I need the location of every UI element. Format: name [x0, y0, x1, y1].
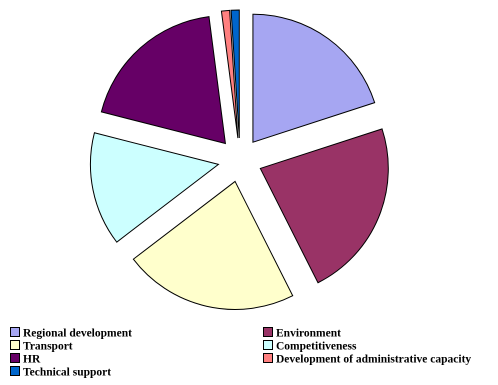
legend-swatch	[10, 366, 20, 377]
legend-swatch	[263, 327, 273, 338]
legend-label: Technical support	[23, 366, 112, 379]
legend-label: Development of administrative capacity	[276, 353, 472, 366]
legend-item-transport: Transport	[10, 339, 73, 353]
legend-label: Transport	[23, 340, 73, 353]
legend-item-hr: HR	[10, 352, 40, 366]
legend-item-technical-support: Technical support	[10, 365, 111, 379]
pie-slice-technical-support	[230, 9, 240, 139]
legend-label: Competitiveness	[276, 340, 357, 353]
legend-item-competitiveness: Competitiveness	[263, 339, 357, 353]
pie-chart	[89, 9, 389, 310]
pie-slice-transport	[132, 180, 294, 310]
legend-item-development-of-administrative-capacity: Development of administrative capacity	[263, 352, 471, 366]
pie-slice-regional-development	[252, 13, 376, 143]
legend-swatch	[10, 353, 20, 364]
pie-slice-competitiveness	[89, 132, 220, 243]
legend-label: Regional development	[23, 327, 132, 340]
legend-swatch	[263, 340, 273, 351]
legend-label: Environment	[276, 327, 341, 340]
pie-slice-development-of-administrative-capacity	[220, 9, 239, 139]
legend-swatch	[263, 353, 273, 364]
legend-swatch	[10, 327, 20, 338]
legend-item-regional-development: Regional development	[10, 326, 132, 340]
legend-swatch	[10, 340, 20, 351]
pie-slice-environment	[259, 128, 389, 284]
legend-label: HR	[23, 353, 41, 366]
pie-slice-hr	[100, 16, 227, 145]
legend-item-environment: Environment	[263, 326, 341, 340]
